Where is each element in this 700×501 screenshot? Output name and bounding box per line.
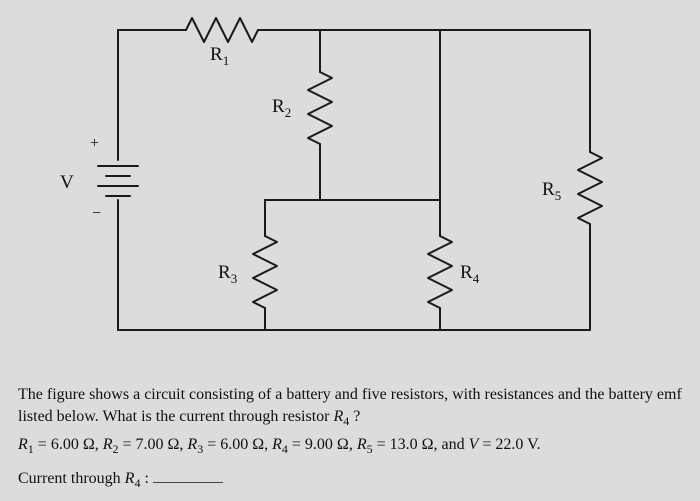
label-r4: R4 [460, 262, 480, 286]
problem-caption: The figure shows a circuit consisting of… [18, 384, 682, 429]
label-plus: + [90, 135, 99, 152]
label-minus: − [92, 205, 101, 222]
label-v: V [60, 172, 74, 193]
label-r1: R1 [210, 44, 229, 68]
circuit-svg: V + − R1 R2 R3 R4 R5 [0, 0, 700, 370]
page-container: V + − R1 R2 R3 R4 R5 The figure shows a … [0, 0, 700, 501]
label-r5: R5 [542, 179, 561, 203]
label-r3: R3 [218, 262, 237, 286]
label-r2: R2 [272, 96, 291, 120]
answer-prompt: Current through R4 : [18, 470, 223, 491]
answer-blank[interactable] [153, 482, 223, 483]
given-values: R1 = 6.00 Ω, R2 = 7.00 Ω, R3 = 6.00 Ω, R… [18, 436, 682, 457]
